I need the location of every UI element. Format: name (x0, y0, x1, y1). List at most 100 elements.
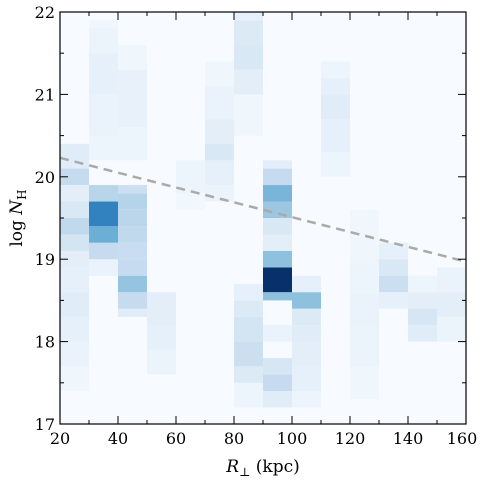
heatmap-cell (263, 358, 292, 375)
heatmap-cell (234, 44, 263, 70)
heatmap-cell (350, 292, 379, 326)
heatmap-cell (118, 185, 147, 194)
heatmap-cell (89, 20, 118, 29)
heatmap-cell (234, 69, 263, 95)
heatmap-cell (118, 44, 147, 70)
heatmap-cells (60, 12, 466, 408)
heatmap-cell (205, 86, 234, 120)
heatmap-cell (118, 275, 147, 293)
heatmap-cell (118, 193, 147, 210)
heatmap-cell (118, 69, 147, 128)
heatmap-cell (89, 28, 118, 54)
reference-dashed-line (59, 156, 467, 263)
heatmap-cell (437, 316, 466, 342)
heatmap-cell (437, 292, 466, 317)
heatmap-cell (60, 250, 89, 268)
heatmap-cell (263, 292, 292, 301)
y-tick-label: 18 (35, 333, 55, 352)
y-tick-label: 19 (35, 250, 55, 269)
heatmap-cell (292, 325, 321, 342)
heatmap-cell (118, 226, 147, 243)
heatmap-cell (408, 292, 437, 309)
heatmap-cell (118, 127, 147, 161)
heatmap-cell (205, 160, 234, 186)
heatmap-cell (60, 366, 89, 392)
heatmap-cell (350, 259, 379, 293)
heatmap-cell (263, 201, 292, 218)
heatmap-cell (89, 53, 118, 95)
x-tick-label: 100 (277, 429, 308, 448)
y-tick-label: 20 (35, 168, 55, 187)
heatmap-cell (379, 242, 408, 260)
x-tick-label: 20 (50, 429, 70, 448)
heatmap-cell (89, 185, 118, 202)
heatmap-cell (263, 250, 292, 268)
x-tick-label: 40 (108, 429, 128, 448)
heatmap-cell (89, 201, 118, 227)
heatmap-cell (408, 275, 437, 293)
heatmap-cell (350, 325, 379, 367)
heatmap-cell (60, 201, 89, 218)
heatmap-cell (147, 325, 176, 350)
heatmap-cell (60, 341, 89, 367)
heatmap-cell (234, 283, 263, 301)
heatmap-cell (292, 366, 321, 392)
heatmap-cell (60, 292, 89, 317)
heatmap-cell (350, 209, 379, 260)
heatmap-cell (89, 226, 118, 243)
heatmap-cell (379, 259, 408, 276)
heatmap-cell (263, 218, 292, 235)
heatmap-cell (234, 94, 263, 136)
heatmap-cell (321, 119, 350, 153)
heatmap-cell (379, 275, 408, 293)
heatmap-cell (263, 391, 292, 408)
heatmap-cell (234, 366, 263, 383)
heatmap-cell (263, 374, 292, 392)
y-tick-label: 17 (35, 415, 55, 434)
heatmap-cell (60, 218, 89, 235)
heatmap-cell (350, 366, 379, 400)
heatmap-cell (234, 20, 263, 45)
heatmap-cell (60, 234, 89, 251)
y-tick-label: 22 (35, 3, 55, 22)
heatmap-cell (118, 259, 147, 276)
heatmap-cell (118, 209, 147, 227)
x-tick-label: 60 (166, 429, 186, 448)
x-axis-label: R⊥ (kpc) (225, 457, 299, 479)
heatmap-cell (321, 77, 350, 95)
heatmap-cell (118, 292, 147, 309)
heatmap-cell (205, 119, 234, 144)
y-axis-label: log NH (7, 189, 29, 246)
heatmap-cell (321, 94, 350, 120)
heatmap-cell (263, 325, 292, 342)
heatmap-cell (263, 168, 292, 186)
x-tick-label: 80 (224, 429, 244, 448)
heatmap-cell (118, 308, 147, 317)
heatmap-cell (321, 61, 350, 78)
heatmap-cell (234, 300, 263, 317)
heatmap-cell (292, 275, 321, 293)
heatmap-cell (234, 382, 263, 408)
heatmap-cell (118, 242, 147, 260)
heatmap-cell (205, 61, 234, 87)
heatmap-cell (292, 308, 321, 326)
heatmap-cell (408, 308, 437, 326)
y-tick-label: 21 (35, 85, 55, 104)
heatmap-cell (263, 185, 292, 202)
heatmap-cell (205, 143, 234, 161)
tick-labels: 20 40 60 80 100 120 140 160 17 18 19 20 21 22 (35, 3, 478, 448)
x-tick-label: 160 (447, 429, 478, 448)
heatmap-cell (60, 185, 89, 202)
heatmap-cell (292, 391, 321, 408)
heatmap-cell (263, 160, 292, 169)
heatmap-cell (60, 143, 89, 169)
heatmap-cell (60, 168, 89, 186)
heatmap-cell (292, 341, 321, 367)
heatmap-cell (89, 259, 118, 276)
heatmap-cell (205, 185, 234, 202)
heatmap-cell (321, 152, 350, 177)
heatmap-cell (89, 135, 118, 161)
heatmap-cell (89, 94, 118, 136)
heatmap-cell (263, 267, 292, 293)
heatmap-cell (60, 316, 89, 342)
